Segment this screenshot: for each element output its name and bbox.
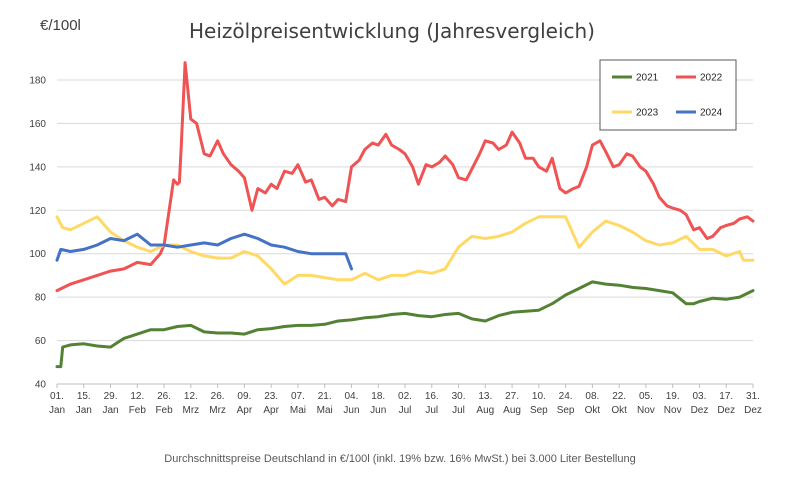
x-tick-day-label: 26. [211,391,225,402]
series-line-2021 [55,280,755,369]
series-lines [55,61,755,369]
x-tick-day-label: 03. [693,391,707,402]
x-tick-month-label: Dez [744,405,762,416]
x-axis: 01. Jan 15. Jan 29. Jan 12. Feb 26. Feb 12. Mrz 26. M… [49,383,762,416]
x-tick-month-label: Apr [237,405,253,416]
x-tick-month-label: Jun [370,405,386,416]
y-tick-label: 140 [29,162,46,173]
series-line-2024 [55,232,353,271]
x-tick-day-label: 01. [50,391,64,402]
x-tick-month-label: Sep [557,405,575,416]
x-tick-month-label: Jan [76,405,92,416]
x-tick-month-label: Mai [290,405,306,416]
x-tick-day-label: 19. [666,391,680,402]
x-tick-day-label: 18. [371,391,385,402]
x-tick-day-label: 21. [318,391,332,402]
y-tick-label: 80 [35,293,47,304]
x-tick-day-label: 07. [291,391,305,402]
grid [57,79,753,385]
x-tick-day-label: 02. [398,391,412,402]
x-tick-day-label: 24. [559,391,573,402]
x-tick-day-label: 31. [746,391,760,402]
x-tick-month-label: Mai [317,405,333,416]
x-tick-day-label: 09. [237,391,251,402]
x-tick-day-label: 29. [104,391,118,402]
y-tick-label: 40 [35,380,47,391]
x-tick-month-label: Dez [691,405,709,416]
x-tick-day-label: 10. [532,391,546,402]
x-tick-month-label: Jun [343,405,359,416]
x-tick-day-label: 22. [612,391,626,402]
x-tick-day-label: 17. [719,391,733,402]
y-tick-label: 100 [29,249,46,260]
x-tick-month-label: Okt [611,405,627,416]
legend-label-2021: 2021 [636,73,659,84]
x-tick-month-label: Okt [585,405,601,416]
y-tick-label: 120 [29,206,46,217]
x-tick-month-label: Nov [664,405,682,416]
chart-caption: Durchschnittspreise Deutschland in €/100… [164,453,635,465]
x-tick-month-label: Aug [503,405,521,416]
x-tick-month-label: Jul [425,405,438,416]
y-tick-label: 180 [29,76,46,87]
x-tick-month-label: Jan [102,405,118,416]
unit-label: €/100l [40,17,81,34]
legend-label-2022: 2022 [700,73,723,84]
x-tick-day-label: 26. [157,391,171,402]
x-tick-day-label: 15. [77,391,91,402]
x-tick-month-label: Mrz [183,405,200,416]
y-tick-label: 160 [29,119,46,130]
x-tick-month-label: Feb [129,405,147,416]
y-axis: 40 60 80 100 120 140 160 180 [29,76,46,391]
x-tick-day-label: 16. [425,391,439,402]
legend-label-2024: 2024 [700,108,723,119]
x-tick-month-label: Aug [476,405,494,416]
legend-label-2023: 2023 [636,108,659,119]
series-line-2022 [55,61,755,293]
x-tick-day-label: 27. [505,391,519,402]
x-tick-month-label: Apr [263,405,279,416]
x-tick-month-label: Nov [637,405,655,416]
x-tick-day-label: 12. [130,391,144,402]
y-tick-label: 60 [35,336,47,347]
x-tick-day-label: 23. [264,391,278,402]
x-tick-month-label: Jan [49,405,65,416]
x-tick-day-label: 08. [585,391,599,402]
x-tick-month-label: Jul [399,405,412,416]
x-tick-day-label: 12. [184,391,198,402]
x-tick-month-label: Mrz [209,405,226,416]
x-tick-month-label: Dez [717,405,735,416]
x-tick-month-label: Sep [530,405,548,416]
x-tick-month-label: Jul [452,405,465,416]
x-tick-day-label: 05. [639,391,653,402]
x-tick-day-label: 13. [478,391,492,402]
x-tick-day-label: 04. [345,391,359,402]
x-tick-day-label: 30. [452,391,466,402]
legend: 2021 2022 2023 2024 [599,59,737,131]
legend-box [599,59,737,131]
x-tick-month-label: Feb [155,405,173,416]
chart-title: Heizölpreisentwicklung (Jahresvergleich) [189,19,595,43]
